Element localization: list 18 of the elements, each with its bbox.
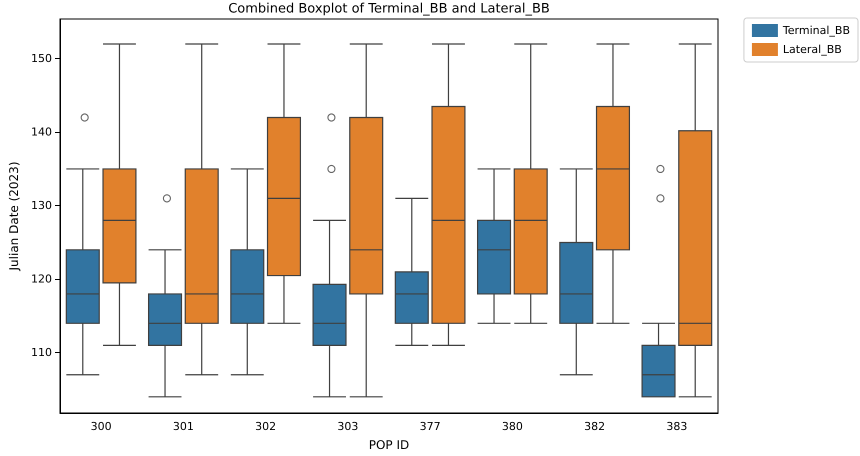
x-tick-label: 301	[172, 420, 194, 433]
x-tick-label: 302	[255, 420, 276, 433]
y-tick-label: 150	[31, 52, 52, 66]
legend-label: Terminal_BB	[782, 24, 850, 37]
y-tick-label: 120	[31, 272, 52, 286]
chart-title: Combined Boxplot of Terminal_BB and Lateral_BB	[228, 2, 550, 16]
x-axis-title: POP ID	[368, 438, 410, 452]
x-tick-label: 380	[502, 420, 523, 433]
y-tick-label: 110	[31, 346, 52, 360]
y-tick-label: 140	[31, 126, 52, 139]
x-tick-label: 303	[337, 420, 358, 433]
y-tick-label: 130	[31, 199, 52, 212]
x-tick-label: 300	[90, 420, 112, 433]
x-tick-label: 382	[584, 420, 606, 433]
y-axis-title: Julian Date (2023)	[7, 162, 22, 272]
x-tick-label: 383	[666, 420, 688, 433]
legend-label: Lateral_BB	[782, 43, 842, 56]
x-tick-label: 377	[420, 420, 441, 433]
